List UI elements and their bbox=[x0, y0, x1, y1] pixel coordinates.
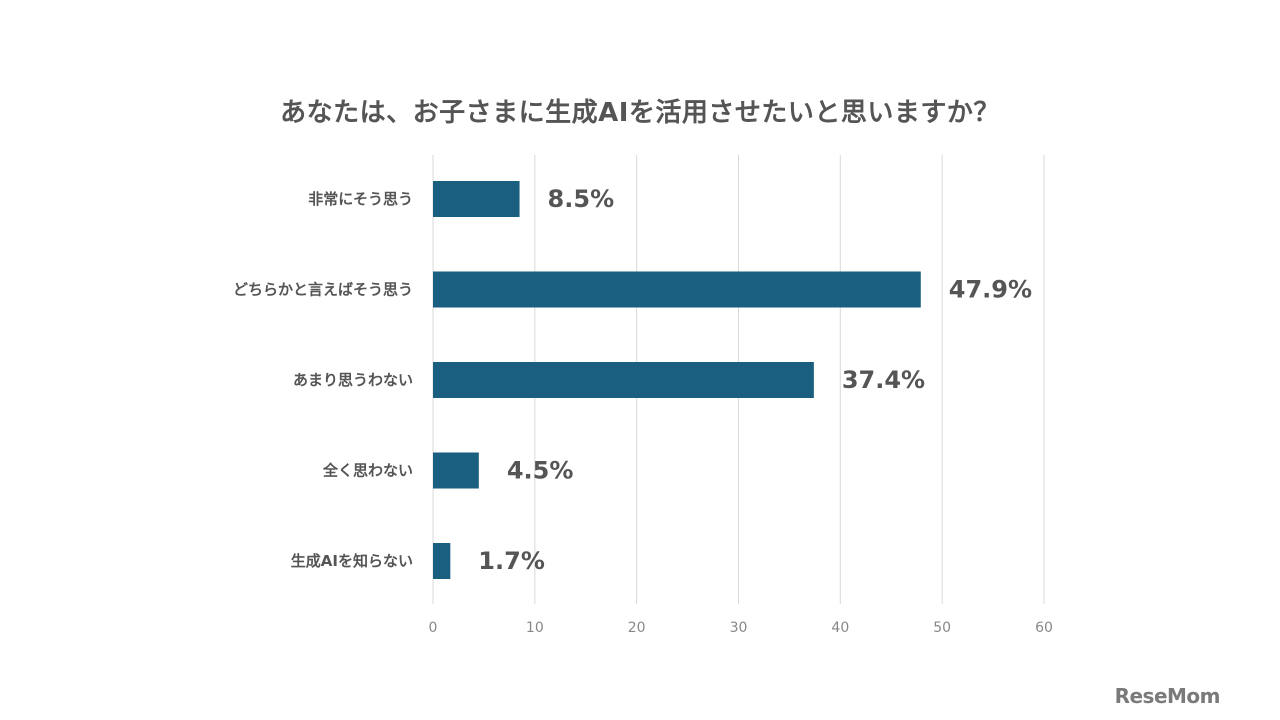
category-label: 生成AIを知らない bbox=[291, 552, 413, 570]
x-tick-label: 10 bbox=[526, 620, 544, 636]
data-label: 47.9% bbox=[949, 276, 1032, 304]
data-label: 8.5% bbox=[548, 185, 615, 213]
category-label: あまり思うわない bbox=[293, 371, 413, 389]
category-label: どちらかと言えばそう思う bbox=[233, 281, 413, 299]
category-label: 全く思わない bbox=[322, 462, 413, 480]
x-tick-label: 20 bbox=[628, 620, 646, 636]
bar bbox=[433, 543, 451, 579]
data-label: 37.4% bbox=[842, 366, 925, 394]
x-tick-label: 40 bbox=[831, 620, 849, 636]
bar bbox=[433, 452, 479, 489]
data-label: 1.7% bbox=[478, 547, 545, 575]
chart-title: あなたは、お子さまに生成AIを活用させたいと思いますか？ bbox=[280, 98, 1000, 128]
x-tick-label: 60 bbox=[1035, 620, 1053, 636]
bar bbox=[433, 271, 921, 308]
category-label: 非常にそう思う bbox=[308, 190, 413, 208]
label-layer: 0 10 20 30 40 50 60 非常にそう思う 8.5% どちらかと言えばそう思う 47.9… bbox=[233, 185, 1053, 636]
x-tick-label: 30 bbox=[730, 620, 748, 636]
resemom-logo: ReseMom bbox=[1114, 684, 1221, 708]
x-tick-label: 0 bbox=[429, 620, 438, 636]
bar-layer bbox=[433, 181, 921, 579]
bar bbox=[433, 181, 520, 217]
x-tick-label: 50 bbox=[933, 620, 951, 636]
bar bbox=[433, 362, 814, 398]
data-label: 4.5% bbox=[507, 457, 574, 485]
